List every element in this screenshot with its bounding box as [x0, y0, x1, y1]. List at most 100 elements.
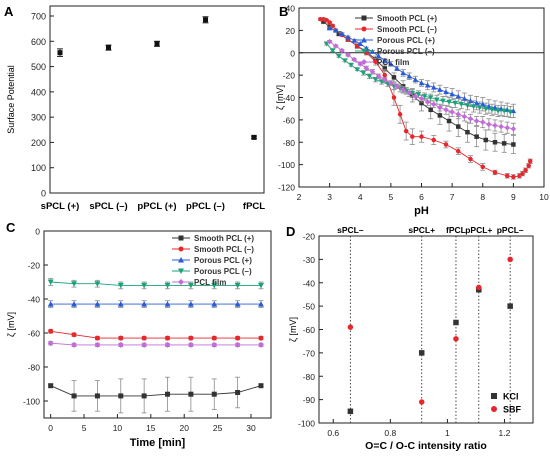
y-tick-label: 400	[31, 87, 46, 97]
reference-line-label: fPCL	[446, 225, 466, 235]
legend-label: Smooth PCL (+)	[194, 234, 254, 243]
x-tick-label: 20	[179, 423, 189, 433]
x-tick-label: 3	[327, 192, 332, 202]
x-category-label: sPCL (–)	[89, 201, 127, 212]
legend-marker	[491, 393, 497, 399]
data-point	[258, 335, 264, 341]
legend-label: KCl	[503, 392, 519, 402]
data-point	[431, 101, 437, 107]
panel-a: 0 100 200 300 400 500 600 700 A Surface Potential…	[4, 4, 265, 212]
data-point	[165, 391, 171, 397]
y-tick-label: -40	[283, 93, 296, 103]
data-point	[373, 59, 378, 64]
plot-frame	[49, 5, 265, 194]
x-tick-label: 30	[246, 423, 256, 433]
data-point	[458, 101, 465, 107]
panel-b: -120 -100 -80 -60 -40 -20 0 20 40 2 3 4 5 6 7 8 9 10 Smoot…	[275, 4, 549, 218]
data-point	[410, 134, 415, 139]
y-tick-label: -70	[303, 348, 316, 358]
data-point	[94, 301, 101, 307]
data-point	[234, 282, 241, 289]
x-tick-label: 1	[445, 428, 450, 438]
data-point	[164, 282, 171, 289]
data-point	[348, 62, 354, 68]
legend-label: SBF	[503, 405, 522, 415]
y-tick-label: -100	[278, 160, 295, 170]
legend-marker	[178, 279, 184, 285]
y-tick-label: -20	[28, 261, 41, 271]
data-point	[480, 164, 485, 170]
legend-label: Porous PCL (–)	[194, 267, 252, 276]
data-point	[492, 122, 498, 129]
x-tick-label: 0.6	[327, 428, 339, 438]
x-category-label: pPCL (–)	[186, 201, 225, 212]
data-point	[333, 43, 339, 49]
data-point	[467, 98, 474, 104]
data-point	[141, 335, 147, 341]
data-point	[424, 82, 431, 88]
data-point	[474, 134, 479, 139]
data-point	[456, 124, 461, 129]
y-tick-label: 0	[290, 48, 295, 58]
data-point	[141, 282, 148, 289]
data-point	[492, 140, 498, 145]
data-point	[345, 34, 351, 40]
x-tick-label: 6	[419, 192, 424, 202]
legend-label: Smooth PCL (+)	[377, 14, 437, 23]
series-2	[326, 25, 517, 119]
data-point	[357, 41, 363, 47]
data-point	[507, 109, 514, 115]
data-point	[154, 41, 160, 47]
panel-c: -100 -80 -60 -40 -20 0 0 5 10 15 20 25 30 Smooth PCL …	[6, 220, 272, 449]
plot-frame	[43, 230, 272, 419]
data-point	[71, 332, 77, 338]
data-point	[188, 335, 194, 341]
data-point	[235, 335, 241, 341]
data-point	[339, 47, 345, 54]
data-point	[94, 281, 101, 287]
data-point	[326, 38, 333, 45]
data-point	[394, 65, 400, 71]
data-point	[234, 301, 241, 307]
data-point	[366, 73, 373, 79]
data-point	[456, 148, 461, 154]
data-point	[203, 17, 208, 23]
y-tick-label: -60	[303, 325, 316, 335]
x-axis-label: O=C / O-C intensity ratio	[365, 440, 487, 452]
panel-label: D	[286, 224, 295, 239]
data-point	[48, 328, 54, 334]
data-point	[473, 100, 480, 106]
y-axis-label: Surface Potential	[6, 65, 16, 134]
data-point	[188, 391, 194, 397]
series-1	[48, 328, 264, 341]
y-tick-label: 0	[41, 189, 46, 199]
y-tick-label: -90	[303, 395, 316, 405]
data-point	[453, 336, 459, 342]
data-point	[412, 76, 419, 82]
y-tick-label: 300	[31, 113, 46, 123]
y-axis-label: ζ [mV]	[6, 312, 16, 337]
y-tick-label: 200	[31, 138, 46, 148]
data-point	[483, 137, 489, 143]
legend-label: PCL film	[194, 278, 226, 287]
data-point	[106, 45, 111, 51]
data-point	[527, 159, 533, 164]
data-point	[71, 281, 78, 287]
data-point	[360, 70, 367, 76]
data-point	[427, 95, 434, 101]
data-point	[330, 23, 335, 29]
data-point	[327, 20, 332, 25]
data-point	[504, 124, 510, 131]
data-point	[437, 113, 443, 118]
data-point	[342, 58, 348, 64]
x-tick-label: 5	[389, 192, 394, 202]
data-point	[388, 61, 394, 67]
data-point	[57, 50, 63, 56]
data-point	[118, 335, 124, 341]
data-point	[412, 93, 419, 100]
data-point	[378, 79, 385, 85]
series-0	[48, 376, 264, 414]
x-axis-label: pH	[414, 205, 429, 217]
data-point	[397, 112, 403, 117]
